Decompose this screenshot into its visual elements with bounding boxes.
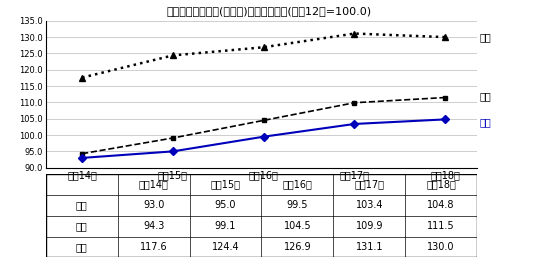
Text: 出荷: 出荷 bbox=[76, 221, 88, 231]
Text: 99.5: 99.5 bbox=[287, 200, 308, 210]
Text: 平成15年: 平成15年 bbox=[211, 180, 240, 190]
Text: 在庫: 在庫 bbox=[76, 242, 88, 252]
Text: 94.3: 94.3 bbox=[143, 221, 164, 231]
Text: 出荷: 出荷 bbox=[480, 91, 492, 101]
Text: 131.1: 131.1 bbox=[355, 242, 383, 252]
Text: 93.0: 93.0 bbox=[143, 200, 164, 210]
Text: 平成17年: 平成17年 bbox=[354, 180, 384, 190]
Text: 福島県鉱工業指数(原指数)年平均の推移(平成12年=100.0): 福島県鉱工業指数(原指数)年平均の推移(平成12年=100.0) bbox=[167, 6, 372, 16]
Text: 在庫: 在庫 bbox=[480, 32, 492, 42]
Text: 111.5: 111.5 bbox=[427, 221, 455, 231]
Text: 95.0: 95.0 bbox=[215, 200, 236, 210]
Text: 124.4: 124.4 bbox=[212, 242, 239, 252]
Text: 平成18年: 平成18年 bbox=[426, 180, 456, 190]
Text: 生産: 生産 bbox=[480, 117, 492, 127]
Text: 99.1: 99.1 bbox=[215, 221, 236, 231]
Text: 117.6: 117.6 bbox=[140, 242, 168, 252]
Text: 生産: 生産 bbox=[76, 200, 88, 210]
Text: 104.5: 104.5 bbox=[284, 221, 311, 231]
Text: 103.4: 103.4 bbox=[355, 200, 383, 210]
Text: 126.9: 126.9 bbox=[284, 242, 311, 252]
Text: 平成14年: 平成14年 bbox=[139, 180, 169, 190]
Text: 平成16年: 平成16年 bbox=[282, 180, 312, 190]
Text: 130.0: 130.0 bbox=[427, 242, 455, 252]
Text: 109.9: 109.9 bbox=[355, 221, 383, 231]
Text: 104.8: 104.8 bbox=[427, 200, 455, 210]
